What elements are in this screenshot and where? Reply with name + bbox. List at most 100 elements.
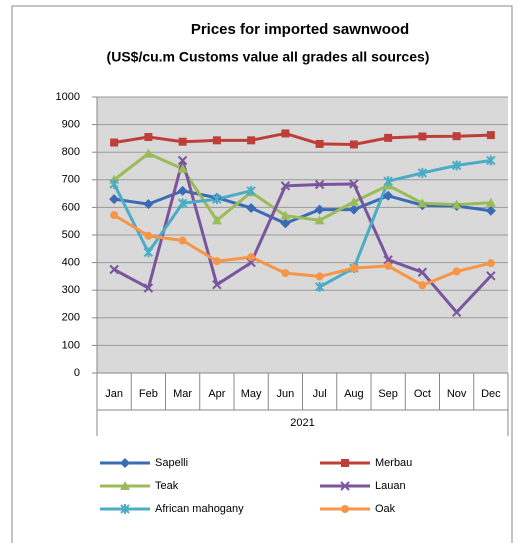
marker [452,132,461,141]
marker [418,132,427,141]
y-tick-label: 200 [62,312,80,324]
legend-label: African mahogany [155,503,244,515]
marker [383,190,394,201]
marker [109,264,119,275]
marker [417,267,428,277]
legend-label: Merbau [375,457,412,469]
marker [486,131,495,140]
marker [120,481,130,490]
marker [383,255,393,265]
marker [314,179,325,190]
marker [451,199,462,209]
marker [314,204,325,215]
marker [177,155,188,166]
marker [340,481,350,491]
x-tick-label: Dec [481,388,501,400]
marker [281,269,290,278]
marker [315,139,324,148]
marker [143,283,154,293]
y-tick-label: 100 [62,339,80,351]
x-tick-label: Aug [344,388,364,400]
marker [281,129,290,138]
marker [246,202,257,213]
marker [144,133,153,142]
y-tick-label: 1000 [56,91,80,103]
marker [417,198,428,208]
y-tick-label: 0 [74,367,80,379]
marker [384,133,393,142]
y-tick-label: 500 [62,229,80,241]
legend-label: Sapelli [155,457,188,469]
y-tick-label: 300 [62,284,80,296]
marker [143,199,154,210]
marker [349,179,359,189]
marker [452,267,461,276]
marker [177,185,188,196]
y-tick-label: 400 [62,257,80,269]
marker [348,204,359,215]
marker [485,205,496,216]
series-line [113,152,491,222]
legend-label: Teak [155,480,179,492]
legend-label: Lauan [375,480,406,492]
x-tick-label: Oct [414,388,431,400]
marker [120,504,130,514]
marker [120,458,130,468]
marker [280,218,291,229]
marker [314,281,325,292]
legend-label: Oak [375,503,396,515]
marker [247,136,256,145]
marker [280,210,291,220]
marker [280,181,291,191]
marker [110,211,119,220]
marker [109,194,120,205]
marker [143,247,154,258]
marker [384,261,393,270]
x-tick-label: May [241,388,262,400]
marker [247,253,256,262]
marker [212,194,222,205]
marker [341,505,349,513]
marker [485,197,496,207]
marker [177,163,188,173]
marker [348,196,359,206]
marker [110,138,119,147]
marker [144,231,153,240]
marker [212,257,221,266]
marker [349,140,358,149]
marker [417,167,428,178]
x-tick-label: Apr [208,388,225,400]
marker [178,137,187,146]
marker [349,264,358,273]
y-tick-label: 900 [62,119,80,131]
marker [212,136,221,145]
x-tick-label: Mar [173,388,192,400]
marker [383,176,393,187]
y-tick-label: 600 [62,201,80,213]
marker [341,459,349,467]
y-tick-label: 700 [62,174,80,186]
series-line [113,213,492,287]
marker [314,215,325,225]
x-tick-label: Sep [378,388,398,400]
x-group-label: 2021 [290,417,314,429]
x-tick-label: Nov [447,388,467,400]
series-line [113,189,492,225]
marker [451,307,462,317]
marker [486,155,496,166]
marker [486,259,495,268]
x-tick-label: Jul [313,388,327,400]
marker [418,281,427,290]
x-tick-label: Feb [139,388,158,400]
series-line [113,158,492,314]
chart-title: Prices for imported sawnwood [191,21,409,38]
chart-subtitle: (US$/cu.m Customs value all grades all s… [107,49,430,65]
marker [143,148,154,158]
series-line [113,131,491,146]
marker [177,198,188,209]
x-tick-label: Jan [105,388,123,400]
marker [212,279,222,290]
marker [486,271,496,281]
y-tick-label: 800 [62,146,80,158]
